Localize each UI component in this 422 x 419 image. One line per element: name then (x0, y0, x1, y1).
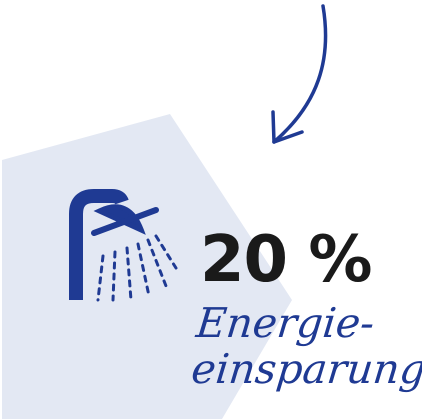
savings-label: Energie- einsparung (189, 299, 422, 393)
savings-percentage: 20 % (200, 223, 372, 297)
savings-label-line-1: Energie- (194, 299, 377, 347)
savings-label-line-2: einsparung (189, 345, 422, 393)
